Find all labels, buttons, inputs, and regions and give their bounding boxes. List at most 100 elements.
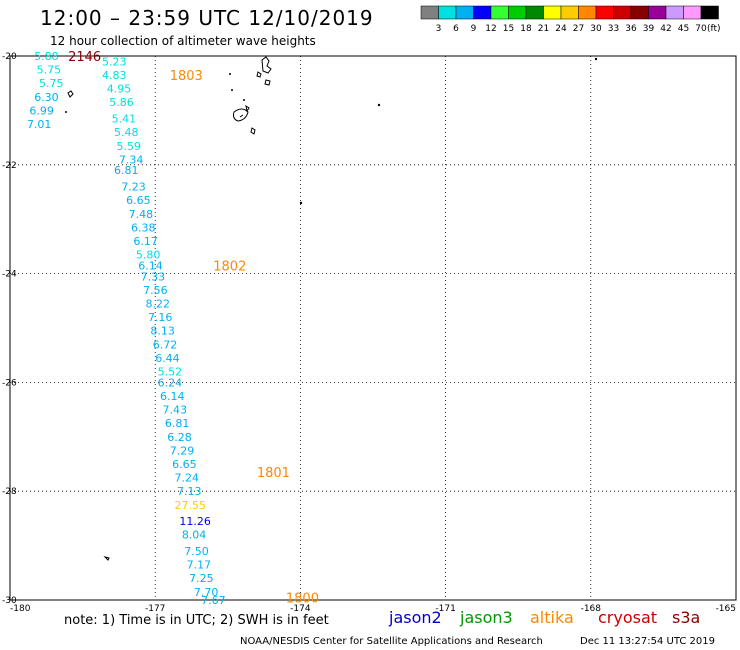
colorbar-swatch xyxy=(438,5,457,20)
swh-value-label: 7.01 xyxy=(27,118,52,131)
island-shape xyxy=(261,56,272,74)
swh-value-label: 6.81 xyxy=(114,164,139,177)
units-note: note: 1) Time is in UTC; 2) SWH is in fe… xyxy=(64,613,329,628)
swh-value-label: 7.56 xyxy=(143,284,168,297)
swh-value-label: 7.25 xyxy=(189,572,214,585)
lat-tick-label: -20 xyxy=(2,52,17,62)
pass-time-labels: 2146 1803 1802 1801 1800 xyxy=(68,50,319,606)
swh-value-label: 6.72 xyxy=(153,338,178,351)
colorbar-tick-label: 3 xyxy=(436,24,442,34)
swh-value-label: 8.22 xyxy=(146,298,171,311)
swh-value-label: 4.95 xyxy=(107,83,132,96)
swh-value-label: 7.70 xyxy=(194,586,219,599)
swh-value-label: 7.17 xyxy=(187,559,212,572)
colorbar-tick-label: 30 xyxy=(590,24,602,34)
swh-value-label: 7.23 xyxy=(121,181,146,194)
swh-value-label: 6.14 xyxy=(138,259,163,272)
swh-value-label: 5.75 xyxy=(37,64,62,77)
colorbar-swatch xyxy=(648,5,667,20)
swh-value-label: 5.59 xyxy=(116,140,141,153)
swh-value-label: 4.83 xyxy=(102,69,127,82)
island-shape xyxy=(256,71,271,86)
colorbar-swatch xyxy=(490,5,509,20)
island-shape xyxy=(65,111,67,113)
colorbar: 3 6 9 12 15 18 21 24 27 30 33 36 39 42 45 70 (ft) xyxy=(420,5,721,34)
island-shape xyxy=(67,90,74,98)
swh-value-label: 6.65 xyxy=(126,194,151,207)
swh-value-label: 7.24 xyxy=(175,472,200,485)
swh-value-label: 6.81 xyxy=(165,417,190,430)
swh-value-label: 7.16 xyxy=(148,311,173,324)
mission-altika: altika xyxy=(530,608,574,627)
lon-tick-label: -171 xyxy=(435,604,455,614)
swh-value-label: 5.41 xyxy=(112,113,137,126)
swh-value-label: 6.17 xyxy=(133,235,158,248)
pass-time-label: 2146 xyxy=(68,50,101,65)
colorbar-tick-label: 18 xyxy=(520,24,532,34)
swh-value-label: 7.50 xyxy=(184,545,209,558)
pass-time-label: 1801 xyxy=(257,466,290,481)
mission-jason2: jason2 xyxy=(389,608,442,627)
mission-cryosat: cryosat xyxy=(598,608,658,627)
swh-value-label: 11.26 xyxy=(179,515,211,528)
swh-value-label: 27.55 xyxy=(175,499,207,512)
colorbar-tick-label: 36 xyxy=(625,24,637,34)
swh-value-label: 5.86 xyxy=(109,96,134,109)
swh-value-label: 6.14 xyxy=(160,390,185,403)
swh-value-label: 7.13 xyxy=(177,485,202,498)
colorbar-swatch xyxy=(613,5,632,20)
colorbar-swatch xyxy=(420,5,439,20)
swh-value-label: 5.75 xyxy=(39,77,64,90)
swh-value-label: 8.04 xyxy=(182,529,207,542)
lon-tick-label: -180 xyxy=(10,604,31,614)
island-shape xyxy=(245,104,256,135)
lon-tick-label: -177 xyxy=(145,604,165,614)
colorbar-tick-label: 12 xyxy=(485,24,496,34)
swh-value-label: 5.23 xyxy=(102,55,127,68)
island-shape xyxy=(233,108,249,122)
pass-time-label: 1802 xyxy=(213,259,246,274)
lat-tick-label: -24 xyxy=(2,270,17,280)
swh-values: 5.885.755.756.306.997.015.234.834.955.86… xyxy=(27,50,226,607)
swh-value-label: 7.67 xyxy=(201,594,226,607)
swh-value-label: 5.88 xyxy=(34,50,59,63)
swh-value-label: 6.28 xyxy=(167,431,192,444)
swh-value-label: 7.43 xyxy=(162,404,187,417)
colorbar-tick-label: 42 xyxy=(660,24,671,34)
mission-jason3: jason3 xyxy=(460,608,513,627)
generated-timestamp: Dec 11 13:27:54 UTC 2019 xyxy=(580,636,715,647)
colorbar-tick-label: 6 xyxy=(453,24,459,34)
lon-tick-label: -168 xyxy=(581,604,602,614)
colorbar-swatch xyxy=(508,5,527,20)
colorbar-swatch xyxy=(700,5,719,20)
island-shape xyxy=(594,57,598,61)
lon-tick-label: -165 xyxy=(716,604,736,614)
colorbar-tick-label: 33 xyxy=(608,24,619,34)
colorbar-unit: (ft) xyxy=(707,24,721,34)
swh-value-label: 7.34 xyxy=(119,153,143,166)
colorbar-tick-label: 70 xyxy=(695,24,707,34)
colorbar-tick-label: 27 xyxy=(573,24,584,34)
colorbar-tick-label: 21 xyxy=(538,24,549,34)
page-subtitle: 12 hour collection of altimeter wave hei… xyxy=(50,34,316,48)
pass-time-label: 1803 xyxy=(170,69,203,84)
page-title: 12:00 – 23:59 UTC 12/10/2019 xyxy=(40,6,374,30)
colorbar-swatch xyxy=(543,5,562,20)
colorbar-swatch xyxy=(595,5,614,20)
island-shape xyxy=(377,103,381,107)
colorbar-swatch xyxy=(455,5,474,20)
swh-value-label: 5.52 xyxy=(158,366,183,379)
swh-value-label: 6.24 xyxy=(158,376,183,389)
colorbar-swatch xyxy=(578,5,597,20)
colorbar-swatch xyxy=(525,5,544,20)
lat-tick-label: -28 xyxy=(2,487,17,497)
swh-value-label: 6.99 xyxy=(29,104,54,117)
swh-value-label: 5.80 xyxy=(136,249,161,262)
swh-value-label: 7.29 xyxy=(170,444,195,457)
swh-value-label: 7.33 xyxy=(141,270,166,283)
colorbar-swatch xyxy=(630,5,649,20)
island-shape xyxy=(299,201,303,205)
lat-tick-label: -22 xyxy=(2,161,17,171)
colorbar-swatch xyxy=(560,5,579,20)
